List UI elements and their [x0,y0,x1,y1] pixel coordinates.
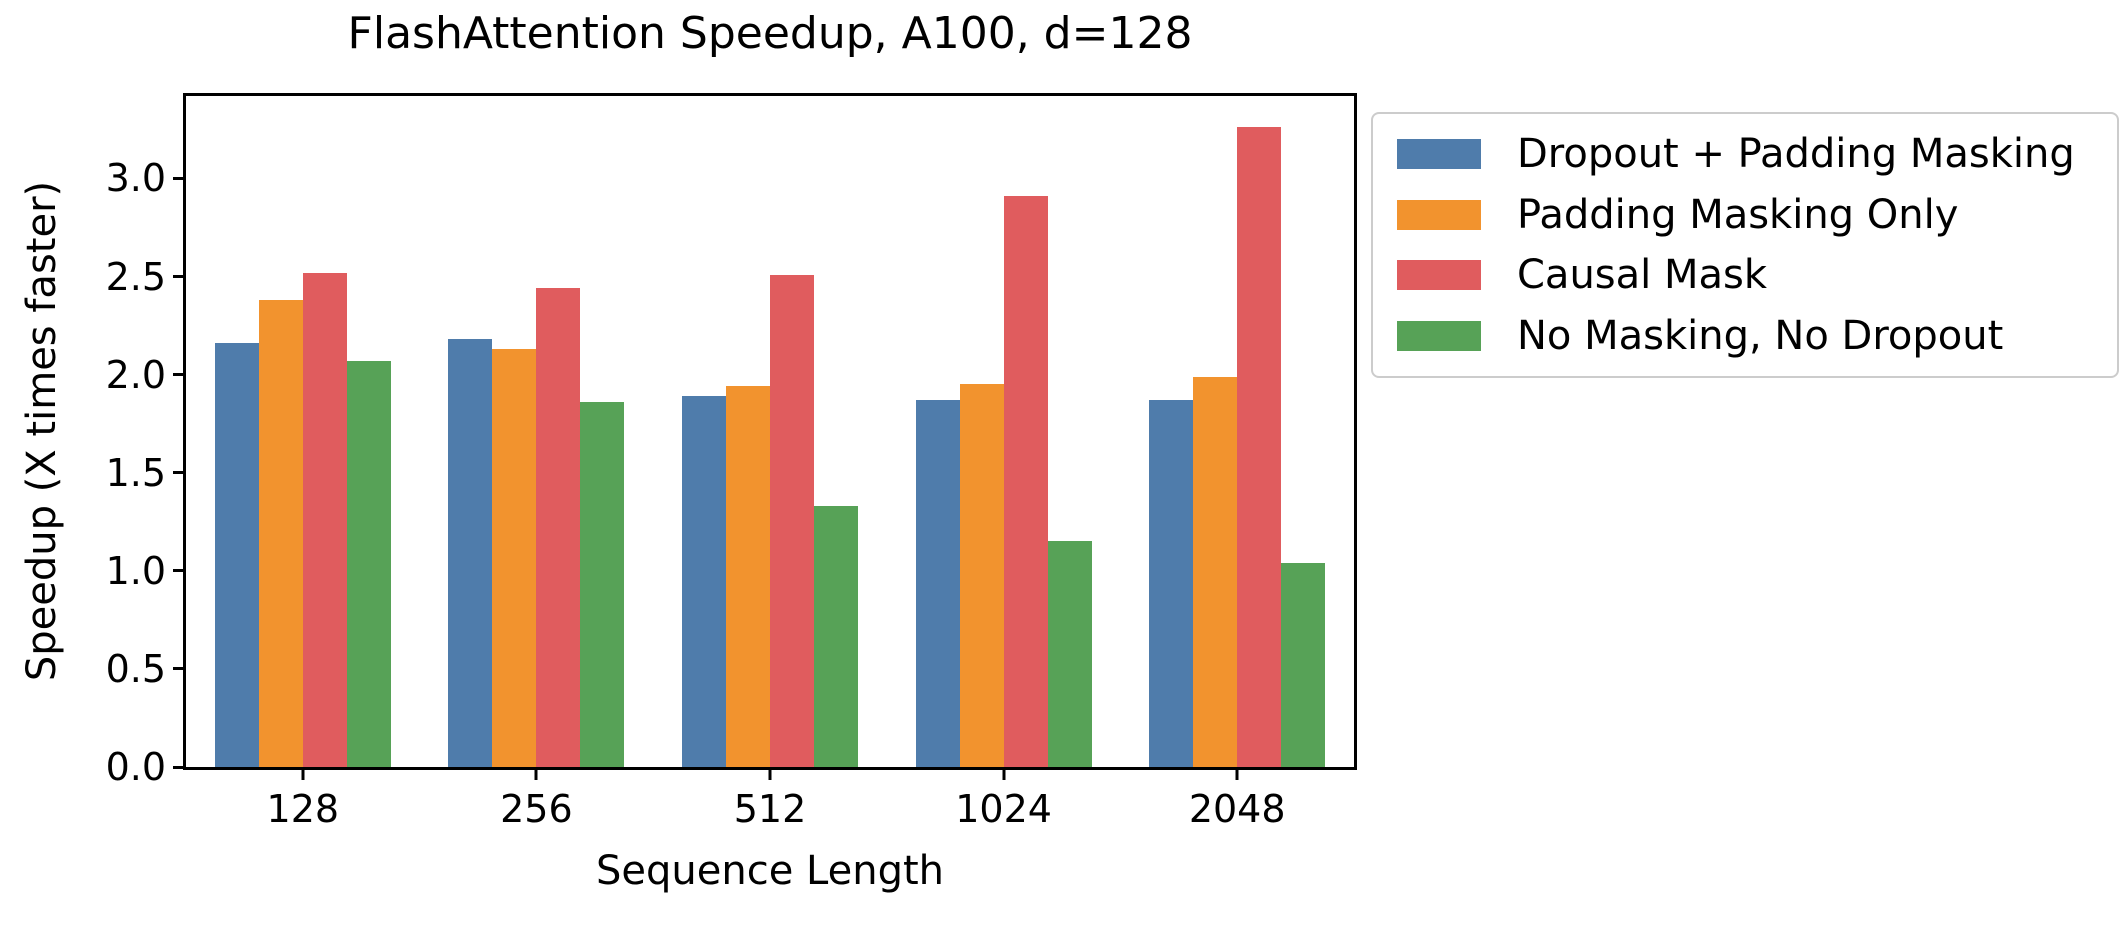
bar-128-series-2 [302,272,347,767]
x-tick-mark [1235,770,1239,780]
bar-1024-series-3 [1047,541,1092,767]
bar-2048-series-1 [1193,376,1238,767]
y-tick-label: 2.5 [105,254,166,299]
y-tick-label: 2.0 [105,352,166,397]
bar-512-series-2 [770,274,814,767]
legend-swatch-1 [1397,199,1481,230]
bar-128-series-1 [258,300,303,767]
legend-swatch-3 [1397,320,1481,351]
bar-2048-series-2 [1237,127,1282,767]
legend-label-3: No Masking, No Dropout [1517,312,2004,359]
legend-item-3: No Masking, No Dropout [1397,313,2117,359]
legend-label-1: Padding Masking Only [1517,191,1959,238]
x-tick-label: 512 [733,787,807,831]
bar-256-series-0 [448,339,493,767]
legend-item-0: Dropout + Padding Masking [1397,131,2117,177]
y-tick-label: 1.5 [105,450,166,495]
x-axis-label: Sequence Length [596,848,944,894]
legend: Dropout + Padding Masking Padding Masking… [1371,112,2119,378]
y-tick-label: 3.0 [105,156,166,201]
y-tick-mark [173,275,183,278]
x-tick-mark [1002,770,1006,780]
x-tick-mark [768,770,772,780]
y-tick-mark [173,373,183,377]
bar-1024-series-0 [915,400,960,767]
bar-128-series-3 [346,360,391,767]
legend-label-2: Causal Mask [1517,252,1767,299]
legend-item-2: Causal Mask [1397,252,2117,298]
y-tick-mark [173,471,183,475]
bar-256-series-1 [492,349,537,767]
x-tick-label: 256 [500,787,573,831]
bar-512-series-1 [726,386,770,767]
x-tick-label: 128 [266,787,340,831]
bar-512-series-0 [682,396,726,767]
bar-128-series-0 [214,343,259,767]
y-axis-label: Speedup (X times faster) [19,180,65,682]
legend-swatch-2 [1397,260,1481,291]
bar-256-series-3 [580,402,625,767]
bar-1024-series-2 [1003,196,1048,767]
y-tick-label: 1.0 [105,548,166,593]
x-tick-label: 2048 [1188,787,1286,831]
y-tick-label: 0.5 [105,646,166,691]
x-tick-mark [301,770,305,780]
bar-2048-series-0 [1149,400,1194,767]
legend-swatch-0 [1397,139,1481,170]
y-tick-label: 0.0 [105,745,166,789]
bar-256-series-2 [536,288,581,767]
y-tick-mark [173,667,183,671]
x-tick-mark [534,770,538,780]
chart-title: FlashAttention Speedup, A100, d=128 [347,8,1193,59]
y-tick-mark [173,176,183,180]
y-tick-mark [173,765,183,769]
x-tick-label: 1024 [955,787,1052,831]
bar-2048-series-3 [1281,562,1326,767]
bar-1024-series-1 [959,384,1004,767]
bar-512-series-3 [814,506,858,767]
y-tick-mark [173,569,183,573]
legend-item-1: Padding Masking Only [1397,192,2117,238]
legend-label-0: Dropout + Padding Masking [1517,131,2075,178]
plot-area: 0.0 0.5 1.0 1.5 2.0 2.5 3.0 128 256 512 1024 2048 [106,93,1357,831]
